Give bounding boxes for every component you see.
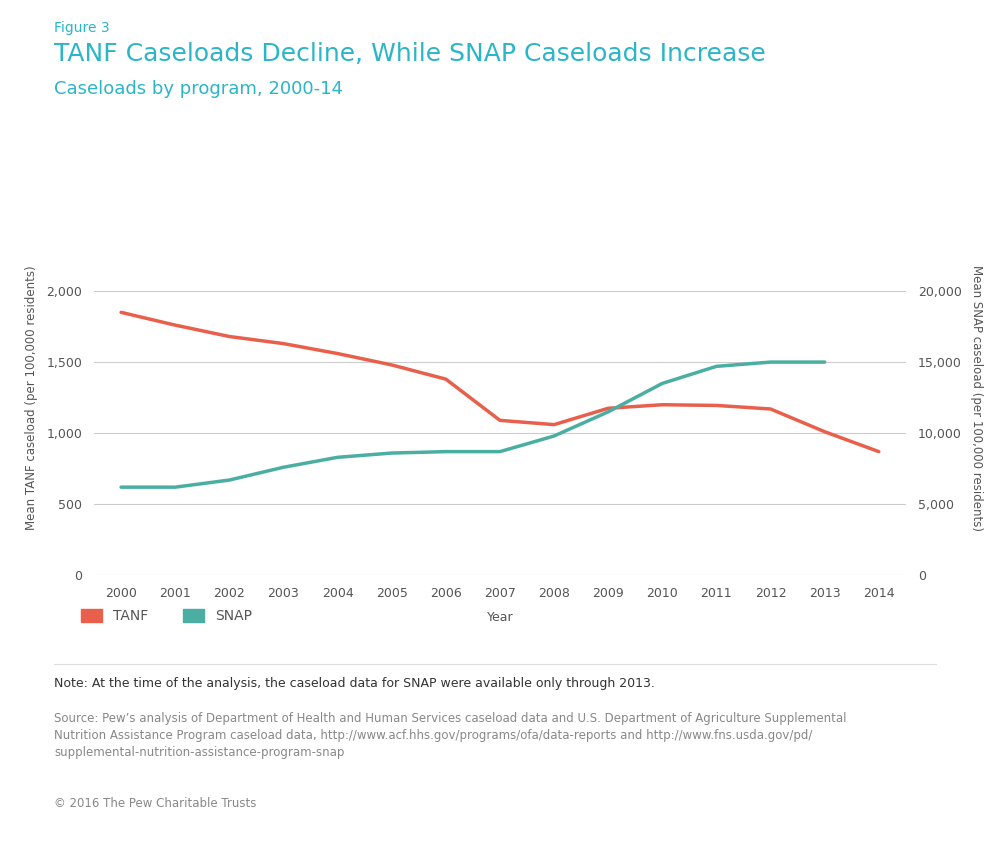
Y-axis label: Mean TANF caseload (per 100,000 residents): Mean TANF caseload (per 100,000 resident…: [25, 266, 38, 530]
Text: Caseloads by program, 2000-14: Caseloads by program, 2000-14: [54, 80, 344, 98]
X-axis label: Year: Year: [487, 611, 513, 624]
Text: Source: Pew’s analysis of Department of Health and Human Services caseload data : Source: Pew’s analysis of Department of …: [54, 712, 847, 725]
Text: Note: At the time of the analysis, the caseload data for SNAP were available onl: Note: At the time of the analysis, the c…: [54, 677, 655, 689]
Text: © 2016 The Pew Charitable Trusts: © 2016 The Pew Charitable Trusts: [54, 797, 256, 810]
Legend: TANF, SNAP: TANF, SNAP: [81, 609, 252, 624]
Text: supplemental-nutrition-assistance-program-snap: supplemental-nutrition-assistance-progra…: [54, 746, 345, 759]
Text: Figure 3: Figure 3: [54, 21, 110, 36]
Text: TANF Caseloads Decline, While SNAP Caseloads Increase: TANF Caseloads Decline, While SNAP Casel…: [54, 42, 766, 66]
Y-axis label: Mean SNAP caseload (per 100,000 residents): Mean SNAP caseload (per 100,000 resident…: [970, 265, 983, 530]
Text: Nutrition Assistance Program caseload data, http://www.acf.hhs.gov/programs/ofa/: Nutrition Assistance Program caseload da…: [54, 729, 813, 742]
